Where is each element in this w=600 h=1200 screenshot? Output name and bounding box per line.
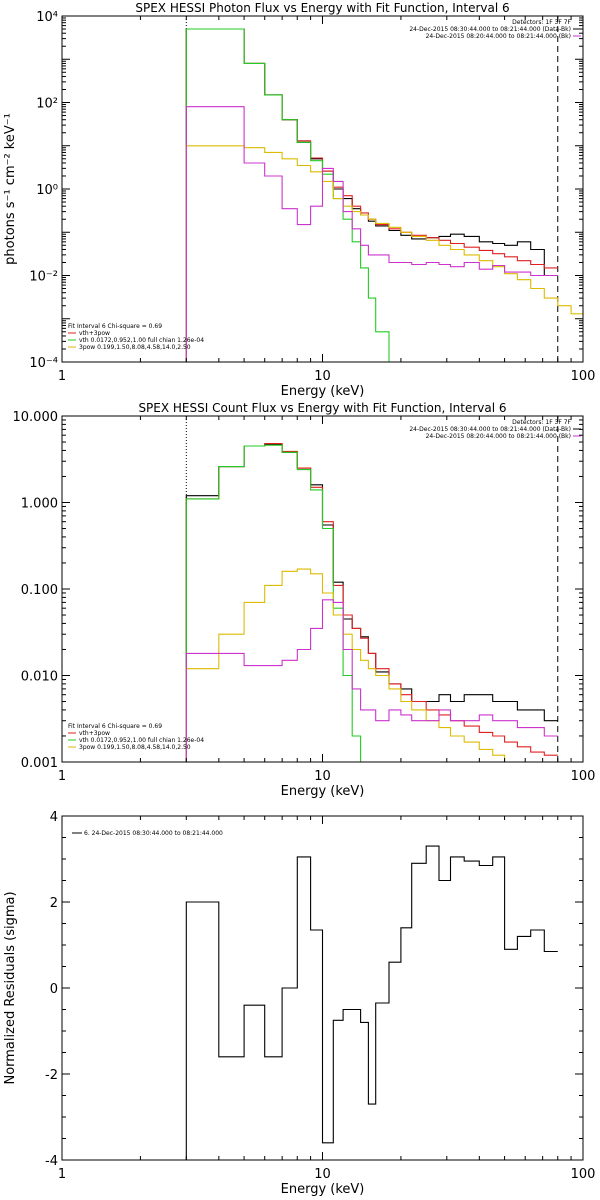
series-group bbox=[185, 845, 558, 1160]
x-tick-label: 10 bbox=[314, 769, 331, 784]
panel-residuals: 1 10 100 Energy (keV) 4 2 0 -2 -4 Normalized Resi… bbox=[3, 810, 595, 1197]
y-tick-label: -4 bbox=[45, 1154, 58, 1169]
y-tick-label: 2 bbox=[50, 896, 58, 911]
series-line-0 bbox=[185, 28, 558, 362]
x-tick-label: 100 bbox=[571, 769, 596, 784]
legend-label: 24-Dec-2015 08:30:44.000 to 08:21:44.000… bbox=[409, 426, 571, 433]
fit-legend-label: vth+3pow bbox=[79, 730, 110, 737]
y-tick-label: 1.000 bbox=[21, 497, 58, 512]
series-line-1 bbox=[185, 443, 558, 762]
fit-legend-header: Fit Interval 6 Chi-square = 0.69 bbox=[68, 323, 162, 330]
y-tick-label: 0 bbox=[50, 982, 58, 997]
x-tick-label: 1 bbox=[58, 369, 66, 384]
detectors-label: Detectors: 1F 3F 7F bbox=[512, 419, 571, 426]
y-tick-label: 10⁴ bbox=[36, 10, 58, 25]
y-tick-label: 10² bbox=[36, 97, 58, 112]
series-line-3 bbox=[185, 568, 518, 762]
x-axis-title: Energy (keV) bbox=[281, 1182, 365, 1197]
legend-label: 24-Dec-2015 08:20:44.000 to 08:21:44.000… bbox=[426, 33, 571, 40]
y-tick-label: 0.100 bbox=[21, 583, 58, 598]
y-tick-label: 4 bbox=[50, 810, 58, 825]
series-line-2 bbox=[185, 28, 390, 362]
x-tick-label: 100 bbox=[571, 369, 596, 384]
x-tick-label: 100 bbox=[571, 1167, 596, 1182]
panel-photon: SPEX HESSI Photon Flux vs Energy with Fi… bbox=[3, 1, 596, 399]
y-tick-label: -2 bbox=[45, 1068, 58, 1083]
series-group bbox=[185, 443, 558, 762]
series-line-0 bbox=[185, 443, 558, 762]
y-axis-title: Normalized Residuals (sigma) bbox=[3, 891, 18, 1084]
x-axis-title: Energy (keV) bbox=[281, 384, 365, 399]
x-tick-label: 1 bbox=[58, 769, 66, 784]
panel-count: SPEX HESSI Count Flux vs Energy with Fit… bbox=[13, 401, 596, 799]
legend-label: 24-Dec-2015 08:20:44.000 to 08:21:44.000… bbox=[426, 433, 571, 440]
y-tick-label: 10.000 bbox=[13, 410, 59, 425]
x-tick-label: 1 bbox=[58, 1167, 66, 1182]
y-tick-label: 10⁻² bbox=[29, 270, 58, 285]
x-tick-label: 10 bbox=[314, 369, 331, 384]
legend-label: 6. 24-Dec-2015 08:30:44.000 to 08:21:44.… bbox=[84, 830, 223, 837]
fit-legend-label: vth 0.0172,0.952,1.00 full chian 1.26e-0… bbox=[79, 337, 204, 344]
fit-legend-label: vth+3pow bbox=[79, 330, 110, 337]
series-line-1 bbox=[185, 28, 558, 362]
plot-title: SPEX HESSI Count Flux vs Energy with Fit… bbox=[138, 401, 506, 415]
x-axis-title: Energy (keV) bbox=[281, 784, 365, 799]
y-axis-title: photons s⁻¹ cm⁻² keV⁻¹ bbox=[3, 113, 18, 265]
plot-title: SPEX HESSI Photon Flux vs Energy with Fi… bbox=[135, 1, 509, 15]
series-line-0 bbox=[185, 845, 558, 1160]
fit-legend-label: vth 0.0172,0.952,1.00 full chian 1.26e-0… bbox=[79, 737, 204, 744]
series-line-3 bbox=[185, 145, 583, 362]
fit-legend-header: Fit Interval 6 Chi-square = 0.69 bbox=[68, 723, 162, 730]
y-tick-label: 0.001 bbox=[21, 756, 58, 771]
legend-label: 24-Dec-2015 08:30:44.000 to 08:21:44.000… bbox=[409, 26, 571, 33]
series-line-2 bbox=[185, 444, 362, 762]
y-tick-label: 0.010 bbox=[21, 670, 58, 685]
series-group bbox=[185, 28, 583, 362]
fit-legend-label: 3pow 0.199,1.50,8.08,4.58,14.0,2.50 bbox=[79, 344, 191, 351]
fit-legend-label: 3pow 0.199,1.50,8.08,4.58,14.0,2.50 bbox=[79, 744, 191, 751]
detectors-label: Detectors: 1F 3F 7F bbox=[512, 19, 571, 26]
x-tick-label: 10 bbox=[314, 1167, 331, 1182]
series-line-4 bbox=[185, 599, 558, 762]
series-line-4 bbox=[185, 106, 558, 362]
y-tick-label: 10⁰ bbox=[36, 183, 58, 198]
y-tick-label: 10⁻⁴ bbox=[29, 356, 58, 371]
